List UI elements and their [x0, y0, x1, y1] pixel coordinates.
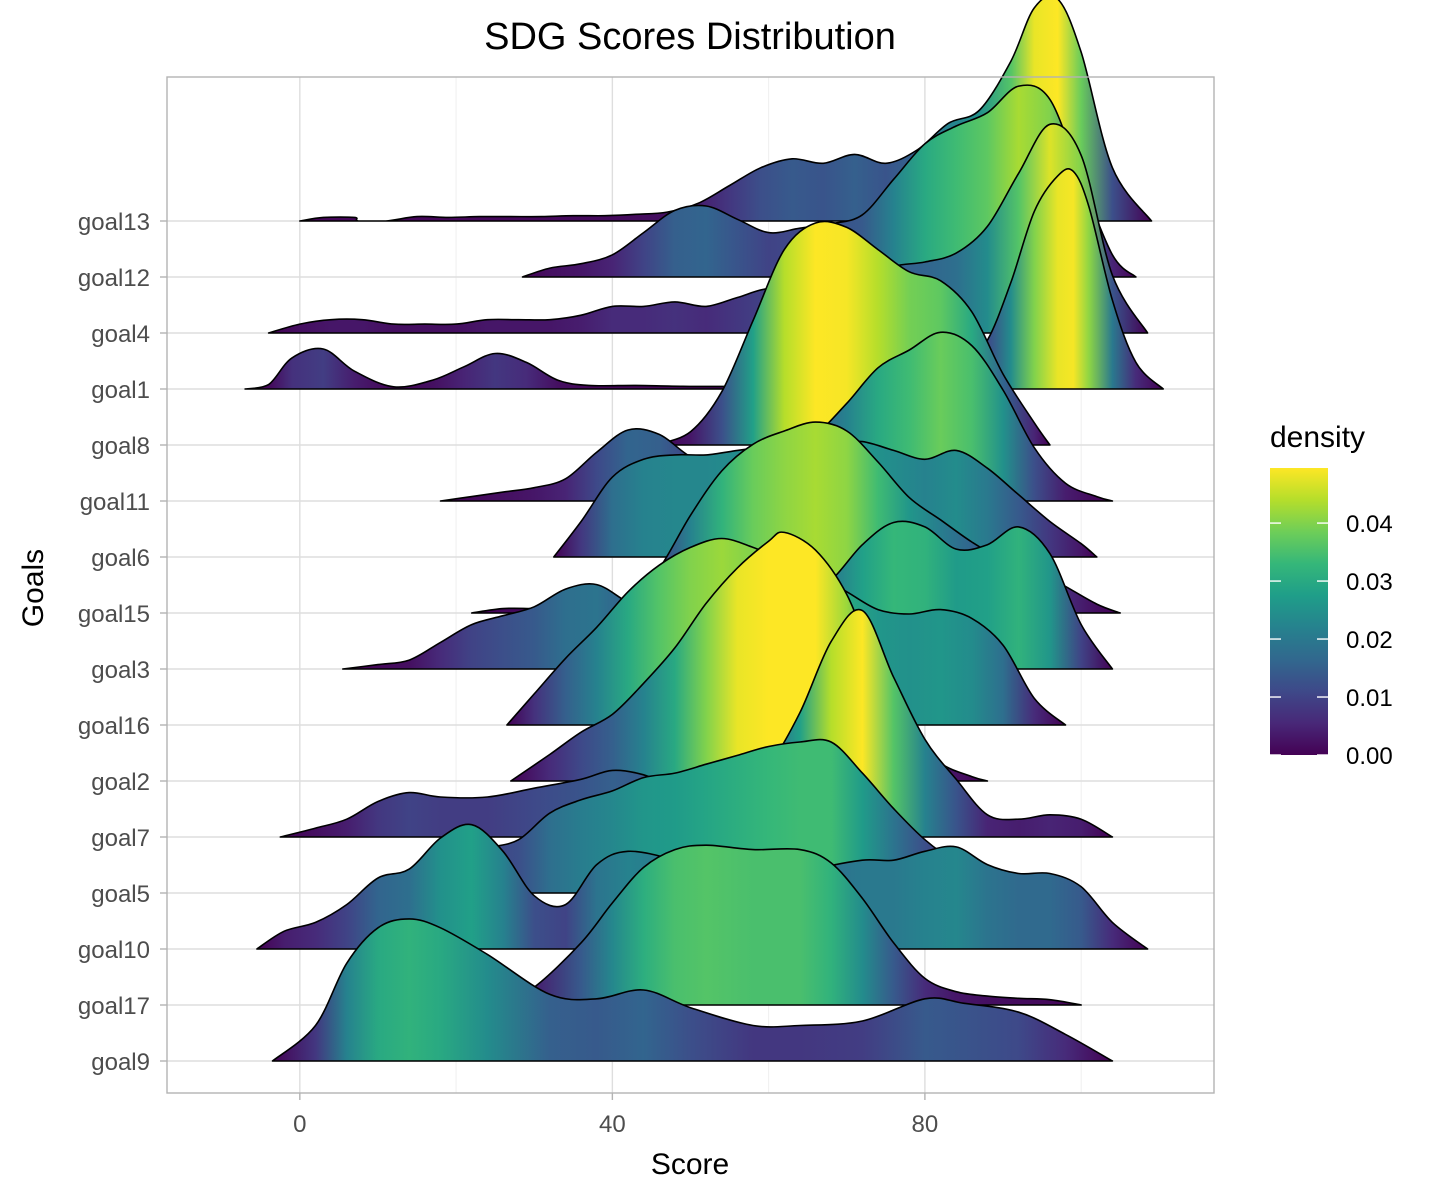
y-tick-label: goal5: [91, 881, 150, 908]
y-tick-label: goal10: [78, 937, 150, 964]
x-tick-label: 80: [912, 1111, 939, 1138]
y-tick-label: goal1: [91, 377, 150, 404]
y-tick-label: goal11: [80, 489, 150, 516]
y-tick-label: goal17: [78, 993, 150, 1020]
y-tick-label: goal7: [91, 825, 150, 852]
legend-title: density: [1270, 421, 1365, 454]
legend-ticks: 0.00 0.01 0.02 0.03 0.04: [1270, 511, 1393, 770]
y-tick-label: goal12: [78, 265, 150, 292]
y-tick-label: goal4: [91, 321, 150, 348]
legend-tick-label: 0.03: [1346, 569, 1393, 596]
y-tick-label: goal9: [91, 1049, 150, 1076]
legend: density 0.00 0.01 0.02 0.03 0.04: [1270, 421, 1393, 770]
panel-border: [166, 76, 1215, 1094]
chart-title: SDG Scores Distribution: [484, 16, 896, 58]
legend-tick-label: 0.01: [1346, 685, 1393, 712]
y-axis-title: Goals: [17, 549, 50, 627]
y-axis: goal9 goal17 goal10 goal5 goal7 goal2 goal16 go…: [78, 209, 167, 1076]
y-tick-label: goal8: [91, 433, 150, 460]
legend-tick-label: 0.00: [1346, 743, 1393, 770]
legend-colorbar: [1270, 468, 1328, 755]
x-axis-title: Score: [651, 1148, 729, 1181]
y-tick-label: goal3: [91, 657, 150, 684]
y-tick-label: goal16: [78, 713, 150, 740]
legend-tick-label: 0.02: [1346, 627, 1393, 654]
legend-tick-label: 0.04: [1346, 511, 1393, 538]
x-tick-label: 0: [293, 1111, 306, 1138]
y-tick-label: goal2: [91, 769, 150, 796]
ridge-goal17: [498, 844, 1082, 1006]
ridge-goal9: [271, 918, 1114, 1062]
y-tick-label: goal6: [91, 545, 150, 572]
x-tick-label: 40: [599, 1111, 626, 1138]
ridges: [244, 0, 1164, 1062]
ridge-goal12: [521, 84, 1137, 278]
x-axis: 0 40 80: [293, 1093, 938, 1138]
y-tick-label: goal15: [78, 601, 150, 628]
y-tick-label: goal13: [78, 209, 150, 236]
